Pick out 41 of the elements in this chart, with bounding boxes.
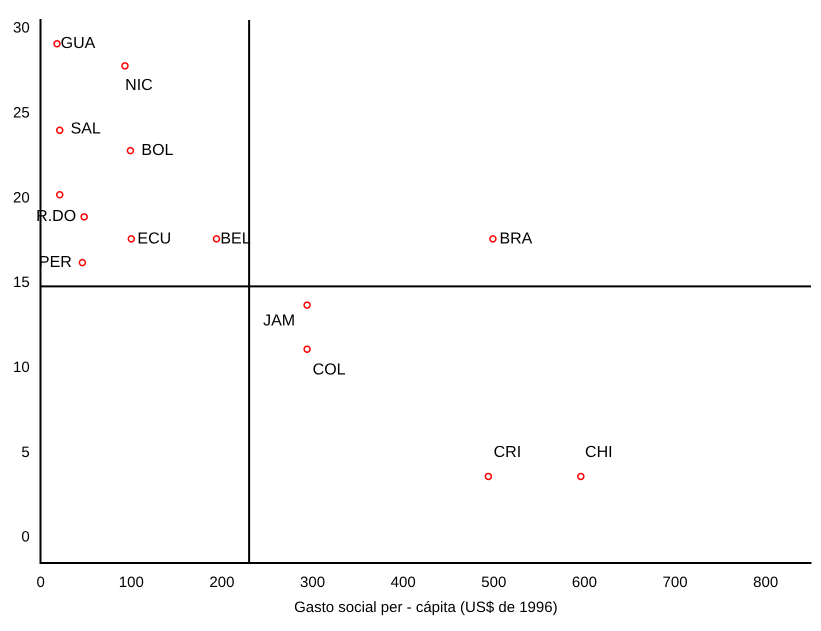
- series-label: NIC: [125, 77, 153, 94]
- series-label: ECU: [137, 230, 172, 248]
- x-axis-title: Gasto social per - cápita (US$ de 1996): [294, 599, 558, 616]
- point: [128, 235, 136, 243]
- x-tick-label: 800: [753, 574, 778, 592]
- point: [484, 472, 492, 480]
- y-tick-label: 5: [21, 444, 30, 461]
- point: [56, 191, 64, 199]
- x-tick-label: 0: [36, 574, 45, 592]
- series-label: SAL: [70, 120, 101, 138]
- point: [78, 258, 86, 266]
- y-tick-label: 25: [12, 104, 30, 122]
- series-label: CHI: [585, 444, 613, 461]
- point: [126, 146, 134, 154]
- y-tick-label: 20: [12, 189, 30, 206]
- point: [56, 126, 64, 134]
- y-tick-label: 30: [12, 20, 30, 37]
- point: [121, 62, 129, 70]
- point: [489, 235, 497, 243]
- y-tick-label: 0: [21, 528, 30, 546]
- point: [212, 235, 220, 243]
- series-label: COL: [312, 362, 346, 379]
- y-tick-label: 15: [12, 274, 30, 292]
- point: [80, 213, 88, 221]
- x-tick-label: 600: [572, 574, 597, 592]
- series-label: CRI: [494, 444, 522, 461]
- x-tick-label: 300: [300, 574, 326, 592]
- point: [303, 345, 311, 353]
- point: [577, 472, 585, 480]
- point: [303, 301, 311, 309]
- x-tick-label: 200: [209, 574, 234, 592]
- x-tick-label: 700: [662, 574, 688, 592]
- y-tick-label: 10: [12, 359, 30, 376]
- series-label: BRA: [499, 230, 533, 248]
- series-label: GUA: [60, 35, 96, 52]
- series-label: JAM: [263, 312, 296, 330]
- x-tick-label: 400: [390, 574, 416, 592]
- point: [53, 40, 61, 48]
- x-tick-label: 500: [481, 574, 506, 592]
- x-tick-label: 100: [118, 574, 144, 592]
- series-label: BOL: [141, 142, 174, 160]
